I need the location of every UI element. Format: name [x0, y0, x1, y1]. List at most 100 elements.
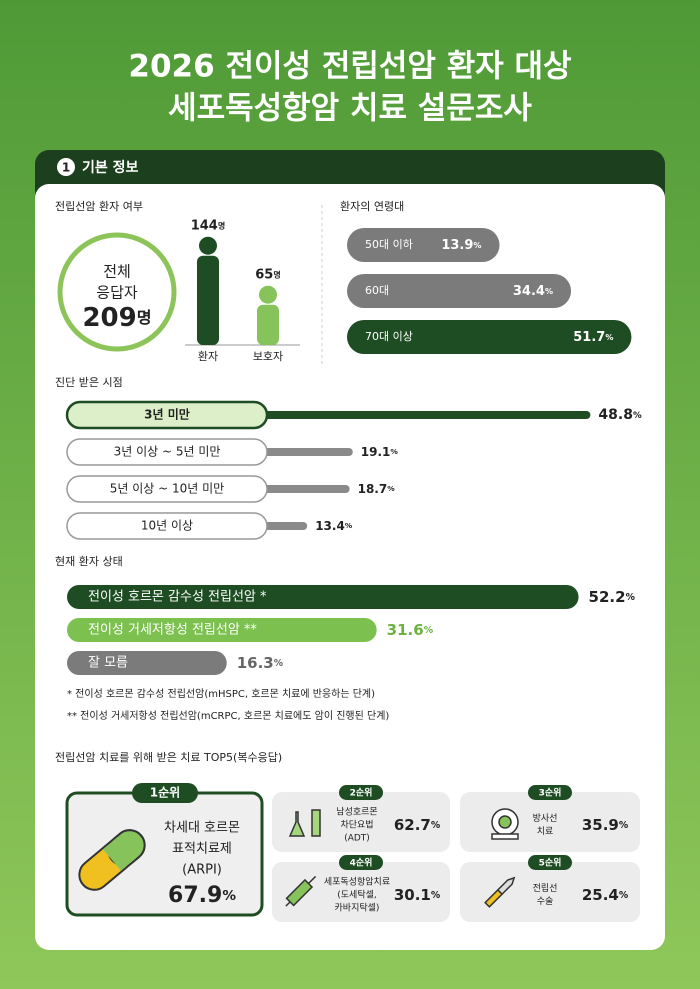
value: 62.7: [394, 816, 431, 834]
diagnosis-pill: [66, 475, 268, 503]
diagnosis-label: 5년 이상 ~ 10년 미만: [110, 482, 224, 496]
diagnosis-pill: [66, 438, 268, 466]
person-bar: [197, 255, 219, 345]
flask-icon: [288, 809, 321, 837]
person-head: [259, 285, 277, 304]
person-value: 65명: [255, 267, 281, 282]
unit: %: [424, 625, 434, 636]
unit: 명: [273, 269, 280, 279]
status-bar: [67, 585, 579, 609]
diagnosis-bar: [250, 448, 353, 456]
diagnosis-value: 48.8%: [598, 407, 642, 423]
section-label: 진단 받은 시점: [55, 376, 123, 389]
total-label: 응답자: [96, 284, 138, 302]
value: 209: [82, 303, 136, 333]
unit: %: [222, 888, 236, 904]
treatment-name: 방사선: [533, 813, 558, 824]
total-circle: [57, 232, 177, 352]
unit: %: [431, 890, 441, 901]
diagnosis-bar: [250, 411, 591, 419]
age-bar: [347, 274, 572, 308]
treatment-name: 전립선: [533, 883, 558, 894]
person-head: [199, 236, 217, 255]
age-bar: [347, 228, 500, 262]
diagnosis-pill: [65, 400, 269, 430]
total-label: 전체: [103, 263, 131, 281]
section-title: 기본 정보: [82, 159, 139, 176]
treatment-name: (ARPI): [182, 863, 222, 878]
age-label: 60대: [365, 284, 389, 297]
footnote: ** 전이성 거세저항성 전립선암(mCRPC, 호르몬 치료에도 암이 진행된…: [67, 709, 389, 722]
treatment-value: 35.9%: [582, 816, 629, 834]
status-bar: [67, 618, 377, 642]
total-value: 209명: [82, 303, 151, 333]
unit: %: [545, 287, 553, 296]
section-label: 현재 환자 상태: [55, 555, 123, 568]
value: 30.1: [394, 886, 431, 904]
rank-pill: [528, 855, 572, 870]
unit: %: [387, 484, 395, 493]
treatment-name: 수술: [537, 896, 554, 907]
unit: 명: [137, 308, 152, 327]
rank-card: [272, 792, 450, 852]
value: 51.7: [573, 330, 605, 345]
section-label: 전립선암 치료를 위해 받은 치료 TOP5(복수응답): [55, 750, 282, 764]
status-value: 16.3%: [237, 654, 284, 672]
unit: %: [473, 241, 481, 250]
value: 144: [191, 218, 218, 233]
syringe-icon: [285, 875, 317, 907]
person-label: 환자: [198, 350, 218, 363]
diagnosis-label: 3년 미만: [144, 407, 190, 422]
section-number: 1: [62, 161, 70, 175]
scalpel-icon: [484, 876, 516, 908]
unit: %: [619, 890, 629, 901]
value: 35.9: [582, 816, 619, 834]
title: 세포독성항암 치료 설문조사: [168, 91, 532, 127]
rank-pill: [339, 785, 383, 800]
diagnosis-label: 10년 이상: [141, 519, 193, 533]
diagnosis-pill: [66, 512, 268, 540]
unit: %: [605, 333, 613, 342]
age-bar: [347, 320, 632, 354]
treatment-name: 차단요법: [340, 819, 373, 831]
value: 25.4: [582, 886, 619, 904]
treatment-name: 차세대 호르몬: [164, 821, 240, 836]
section-label: 전립선암 환자 여부: [55, 200, 143, 213]
section-number-badge: [57, 158, 75, 176]
rank: 5순위: [539, 857, 562, 869]
age-value: 13.9%: [441, 238, 481, 253]
person-bar: [257, 304, 279, 345]
unit: %: [619, 820, 629, 831]
diagnosis-bar: [250, 485, 350, 493]
title: 2026 전이성 전립선암 환자 대상: [128, 49, 571, 85]
treatment-name: 치료: [537, 825, 554, 837]
unit: %: [390, 447, 398, 456]
value: 16.3: [237, 654, 274, 672]
value: 52.2: [589, 588, 626, 606]
rank: 2순위: [350, 787, 373, 799]
status-label: 전이성 거세저항성 전립선암 **: [88, 623, 257, 638]
treatment-name: 표적치료제: [172, 842, 232, 857]
age-label: 50대 이하: [365, 237, 413, 251]
age-value: 51.7%: [573, 330, 613, 345]
unit: %: [345, 521, 353, 530]
treatment-name: (ADT): [344, 834, 370, 844]
value: 31.6: [387, 621, 424, 639]
rank: 4순위: [350, 857, 373, 869]
treatment-name: 남성호르몬: [336, 807, 377, 818]
section-label: 환자의 연령대: [340, 200, 404, 213]
unit: %: [626, 592, 636, 603]
treatment-name: 세포독성항암치료: [324, 876, 390, 888]
rank-pill: [132, 783, 198, 803]
treatment-value: 30.1%: [394, 886, 441, 904]
value: 13.9: [441, 238, 473, 253]
diagnosis-value: 13.4%: [315, 519, 353, 533]
person-label: 보호자: [253, 350, 283, 363]
value: 13.4: [315, 519, 345, 533]
footnote: * 전이성 호르몬 감수성 전립선암(mHSPC, 호르몬 치료에 반응하는 단…: [67, 687, 375, 700]
rank-pill: [339, 855, 383, 870]
diagnosis-value: 18.7%: [358, 482, 396, 496]
treatment-name: 카바지탁셀): [335, 902, 380, 914]
